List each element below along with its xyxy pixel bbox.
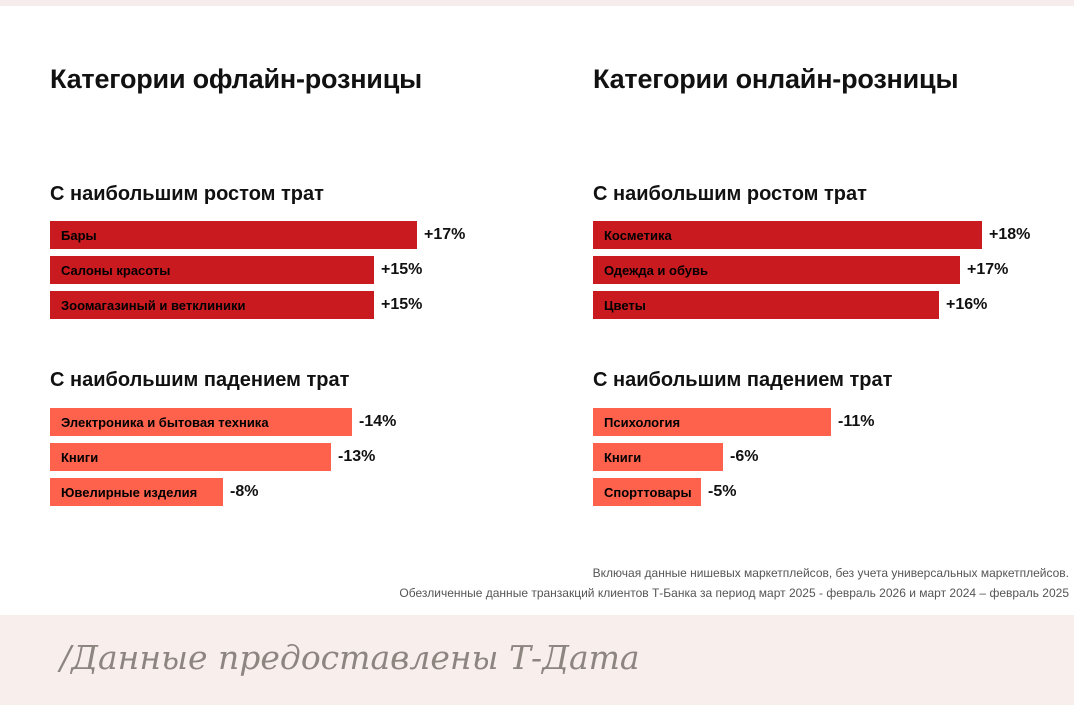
- bar-category-label: Цветы: [604, 297, 646, 313]
- bar-value-label: +15%: [381, 261, 423, 278]
- bar-category-label: Спорттовары: [604, 484, 692, 500]
- bar-growth: Салоны красоты: [50, 256, 374, 284]
- bar-category-label: Косметика: [604, 227, 672, 243]
- bar-decline: Электроника и бытовая техника: [50, 408, 352, 436]
- bar-growth: Бары: [50, 221, 417, 249]
- bar-value-label: -6%: [730, 448, 759, 465]
- bar-category-label: Книги: [61, 449, 99, 465]
- bar-category-label: Ювелирные изделия: [61, 484, 198, 500]
- bar-growth: Цветы: [593, 291, 939, 319]
- section-title-decline: С наибольшим падением трат: [593, 369, 893, 391]
- watermark-band: [0, 615, 1074, 705]
- bar-value-label: +18%: [989, 226, 1031, 243]
- bar-category-label: Книги: [604, 449, 642, 465]
- bar-growth: Косметика: [593, 221, 982, 249]
- panel-title: Категории офлайн-розницы: [50, 64, 422, 94]
- footnote-line-1: Включая данные нишевых маркетплейсов, бе…: [592, 566, 1069, 580]
- bar-growth: Одежда и обувь: [593, 256, 960, 284]
- bar-growth: Зоомагазиный и ветклиники: [50, 291, 374, 319]
- bar-value-label: -13%: [338, 448, 376, 465]
- bar-category-label: Зоомагазиный и ветклиники: [61, 297, 246, 313]
- bar-decline: Книги: [50, 443, 331, 471]
- panel-title: Категории онлайн-розницы: [593, 64, 959, 94]
- bar-category-label: Психология: [604, 414, 681, 430]
- section-title-growth: С наибольшим ростом трат: [593, 183, 867, 205]
- bar-value-label: +17%: [967, 261, 1009, 278]
- top-strip: [0, 0, 1074, 6]
- bar-value-label: -5%: [708, 483, 737, 500]
- bar-decline: Психология: [593, 408, 831, 436]
- bar-value-label: -11%: [838, 413, 875, 430]
- bar-value-label: +15%: [381, 296, 423, 313]
- bar-value-label: +16%: [946, 296, 988, 313]
- section-title-growth: С наибольшим ростом трат: [50, 183, 324, 205]
- watermark-text: /Данные предоставлены Т-Дата: [60, 638, 640, 677]
- footnote-line-2: Обезличенные данные транзакций клиентов …: [399, 586, 1069, 600]
- bar-value-label: -8%: [230, 483, 259, 500]
- bar-category-label: Бары: [61, 227, 97, 243]
- bar-category-label: Салоны красоты: [61, 262, 171, 278]
- bar-value-label: -14%: [359, 413, 397, 430]
- bar-value-label: +17%: [424, 226, 466, 243]
- bar-category-label: Одежда и обувь: [604, 262, 709, 278]
- bar-decline: Спорттовары: [593, 478, 701, 506]
- bar-category-label: Электроника и бытовая техника: [61, 414, 269, 430]
- bar-decline: Книги: [593, 443, 723, 471]
- section-title-decline: С наибольшим падением трат: [50, 369, 350, 391]
- bar-decline: Ювелирные изделия: [50, 478, 223, 506]
